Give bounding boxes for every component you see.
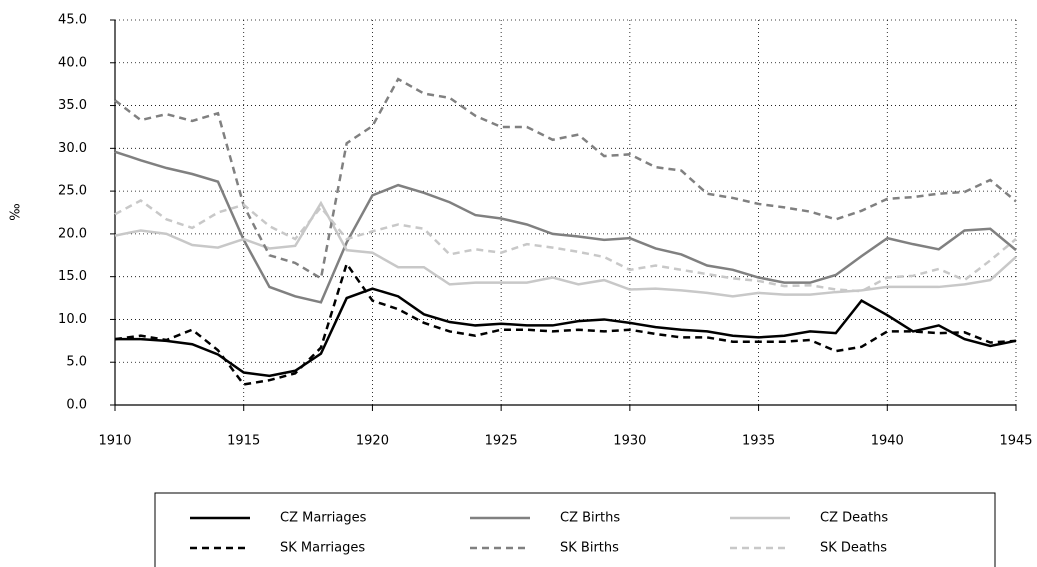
x-tick-label: 1935 xyxy=(742,434,775,449)
x-tick-label: 1915 xyxy=(227,434,260,449)
y-tick-label: 35.0 xyxy=(58,98,87,113)
series-line xyxy=(114,150,1017,304)
y-tick-label: 10.0 xyxy=(58,312,87,327)
y-tick-label: 30.0 xyxy=(58,141,87,156)
x-tick-label: 1940 xyxy=(871,434,904,449)
legend-box xyxy=(154,492,996,567)
legend-label: CZ Deaths xyxy=(820,511,888,526)
series-line xyxy=(115,287,1017,378)
legend-label: CZ Births xyxy=(560,511,620,526)
series-line xyxy=(114,261,1017,386)
legend-label: SK Births xyxy=(560,541,619,556)
y-tick-label: 40.0 xyxy=(58,55,87,70)
x-tick-label: 1930 xyxy=(613,434,646,449)
y-tick-label: 0.0 xyxy=(66,398,87,413)
x-tick-label: 1910 xyxy=(98,434,131,449)
legend-label: CZ Marriages xyxy=(280,511,367,526)
y-tick-label: 45.0 xyxy=(58,13,87,28)
series-line xyxy=(114,199,1017,293)
x-tick-label: 1925 xyxy=(485,434,518,449)
legend-label: SK Deaths xyxy=(820,541,887,556)
y-tick-label: 20.0 xyxy=(58,226,87,241)
x-tick-label: 1920 xyxy=(356,434,389,449)
legend-label: SK Marriages xyxy=(280,541,365,556)
y-tick-label: 25.0 xyxy=(58,184,87,199)
series-line xyxy=(114,77,1017,281)
y-tick-label: 5.0 xyxy=(66,355,87,370)
y-axis-label: ‰ xyxy=(9,203,24,220)
x-tick-label: 1945 xyxy=(999,434,1032,449)
y-tick-label: 15.0 xyxy=(58,269,87,284)
